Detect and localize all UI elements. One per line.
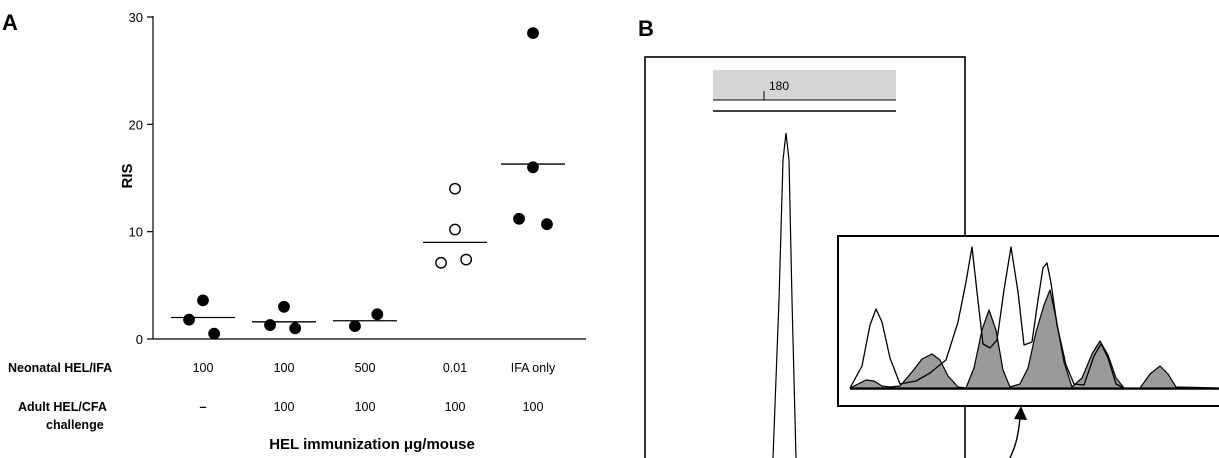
y-tick-label: 20 (129, 117, 143, 132)
neonatal-dose-label: 500 (355, 361, 376, 375)
panel-a-label: A (2, 10, 18, 35)
neonatal-dose-label: 0.01 (443, 361, 467, 375)
x-axis-title: HEL immunization μg/mouse (269, 436, 475, 453)
data-point-open (460, 253, 473, 266)
row-label-adult: Adult HEL/CFA (18, 400, 107, 414)
data-point-filled (349, 320, 361, 333)
electropherogram-panel: 180 (644, 56, 1219, 458)
data-point-filled (527, 161, 539, 174)
shaded-spectratype-trace (849, 289, 1219, 389)
adult-dose-label: – (200, 400, 207, 414)
data-point-filled (541, 218, 553, 231)
data-point-filled (289, 322, 302, 335)
ruler-tick-label: 180 (769, 79, 789, 93)
data-point-open (449, 182, 461, 195)
dominant-peak-trace (772, 132, 797, 458)
data-point-filled (208, 327, 221, 340)
adult-dose-label: 100 (523, 400, 544, 414)
y-ticks: 0 10 20 30 (129, 10, 153, 347)
data-point-filled (278, 300, 290, 313)
data-point-filled (513, 212, 525, 225)
adult-dose-label: 100 (445, 400, 466, 414)
data-point-open (435, 256, 447, 269)
y-tick-label: 0 (136, 332, 143, 347)
data-point-open (449, 223, 461, 236)
y-tick-label: 30 (129, 10, 143, 25)
neonatal-dose-label: IFA only (511, 361, 556, 375)
data-point-filled (264, 319, 276, 331)
panel-b-label: B (638, 16, 654, 41)
open-spectratype-trace (849, 246, 1125, 389)
neonatal-dose-label: 100 (193, 361, 214, 375)
y-tick-label: 10 (129, 225, 143, 240)
data-points (183, 27, 553, 340)
zoom-arrow-head (1014, 406, 1027, 420)
panel-a-chart: RIS 0 10 20 30 (119, 10, 586, 347)
mean-lines (171, 163, 565, 323)
data-point-filled (197, 294, 209, 307)
data-point-filled (371, 308, 384, 321)
adult-dose-label: 100 (274, 400, 295, 414)
group-labels: 100 – 100 100 500 100 0.01 100 IFA only 100 (193, 361, 556, 414)
y-axis-title: RIS (119, 163, 136, 188)
data-point-filled (527, 27, 539, 39)
row-label-neonatal: Neonatal HEL/IFA (8, 361, 112, 375)
adult-dose-label: 100 (355, 400, 376, 414)
data-point-filled (183, 313, 195, 326)
size-ruler (713, 70, 896, 100)
neonatal-dose-label: 100 (274, 361, 295, 375)
row-label-adult-challenge: challenge (46, 418, 104, 432)
zoom-arrow-line (1009, 417, 1021, 458)
